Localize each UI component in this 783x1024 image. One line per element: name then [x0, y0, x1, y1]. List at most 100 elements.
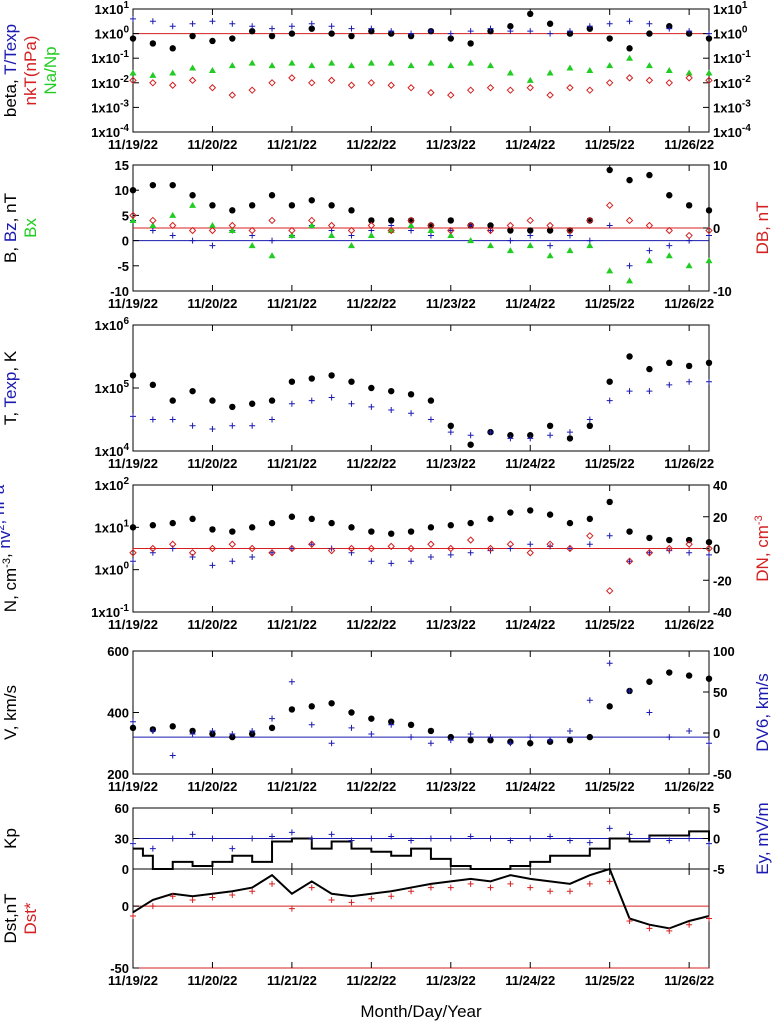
data-point	[288, 545, 295, 552]
data-point	[705, 257, 713, 264]
data-point	[169, 416, 176, 423]
data-point	[209, 526, 216, 533]
data-point	[368, 217, 375, 224]
data-point	[149, 544, 157, 553]
data-point	[625, 74, 634, 82]
data-point	[169, 545, 176, 552]
data-point	[248, 524, 256, 531]
data-point	[169, 23, 176, 30]
data-point	[169, 45, 176, 52]
x-tick-label: 11/19/22	[108, 296, 158, 311]
data-point	[189, 237, 196, 244]
x-tick-label: 11/25/22	[585, 973, 635, 988]
data-point	[328, 30, 335, 37]
data-point	[328, 202, 335, 209]
data-point	[189, 553, 196, 560]
x-tick-label: 11/25/22	[585, 456, 635, 471]
data-point	[288, 30, 296, 37]
data-point	[626, 353, 633, 360]
y-tick-label: 1x10-1	[91, 603, 129, 620]
y-axis-label: Dst,nT	[1, 893, 20, 943]
data-point	[685, 262, 693, 269]
data-point	[526, 242, 534, 249]
data-point	[388, 217, 395, 224]
y-tick-label: -10	[713, 284, 732, 299]
data-point	[447, 544, 455, 553]
data-point	[466, 86, 475, 94]
data-point	[288, 829, 295, 836]
y-tick-label: 1x10-2	[713, 74, 751, 91]
y-tick-label: -20	[713, 573, 732, 588]
data-point	[685, 231, 693, 240]
data-point	[686, 727, 693, 734]
data-point	[408, 410, 415, 417]
data-point	[645, 549, 654, 557]
x-tick-label: 11/20/22	[188, 617, 238, 632]
data-point	[586, 67, 594, 73]
data-point	[606, 825, 613, 832]
data-point	[626, 45, 633, 52]
data-point	[566, 28, 573, 35]
panel-frame	[132, 650, 710, 775]
data-point	[586, 839, 593, 846]
data-point	[646, 247, 653, 254]
data-point	[706, 740, 712, 747]
data-point	[208, 84, 217, 92]
data-point	[249, 422, 256, 429]
data-point	[686, 921, 693, 928]
data-point	[189, 20, 196, 27]
data-point	[130, 413, 136, 420]
data-point	[705, 207, 713, 214]
data-point	[705, 76, 713, 85]
data-point	[527, 232, 534, 239]
data-point	[209, 37, 216, 45]
data-point	[586, 23, 593, 30]
y-tick-label: -40	[713, 605, 732, 620]
data-point	[348, 837, 355, 844]
data-point	[328, 740, 335, 747]
y-tick-label: 1x105	[95, 379, 130, 396]
data-point	[169, 81, 177, 89]
data-point	[705, 69, 713, 76]
x-tick-label: 11/20/22	[188, 456, 238, 471]
data-point	[407, 528, 415, 535]
data-point	[347, 226, 356, 235]
data-point	[388, 721, 395, 728]
data-point	[228, 227, 236, 234]
data-point	[666, 927, 673, 934]
data-point	[308, 721, 315, 728]
data-point	[527, 28, 534, 35]
x-tick-label: 11/23/22	[426, 973, 476, 988]
data-point	[308, 541, 315, 548]
data-point	[487, 62, 495, 69]
data-point	[308, 703, 315, 710]
data-point	[388, 560, 395, 567]
data-point	[427, 553, 434, 560]
data-point	[665, 544, 673, 553]
y-tick-label: 0	[713, 726, 720, 741]
data-point	[467, 519, 474, 527]
data-point	[586, 541, 593, 548]
data-point	[706, 915, 712, 922]
data-point	[427, 221, 435, 230]
data-point	[487, 884, 494, 891]
data-point	[606, 222, 613, 229]
data-point	[546, 540, 554, 548]
data-point	[288, 74, 296, 82]
data-point	[447, 91, 455, 99]
data-point	[308, 540, 316, 548]
x-tick-label: 11/25/22	[585, 296, 635, 311]
data-point	[566, 247, 574, 254]
data-point	[467, 731, 474, 738]
data-point	[130, 913, 136, 920]
data-point	[149, 845, 156, 852]
y-tick-label: 5	[122, 208, 129, 223]
data-point	[507, 837, 514, 844]
data-point	[626, 388, 633, 395]
data-point	[506, 86, 515, 94]
data-point	[368, 731, 375, 738]
data-point	[368, 835, 375, 842]
data-point	[625, 557, 634, 565]
data-point	[308, 25, 315, 32]
data-point	[506, 540, 515, 548]
